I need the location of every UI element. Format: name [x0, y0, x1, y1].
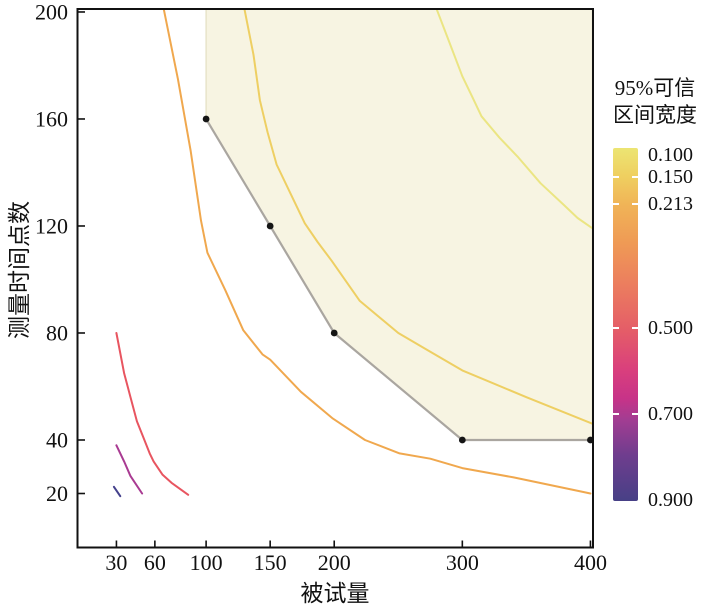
y-tick-label: 80	[46, 320, 68, 345]
contour-line-0.9	[112, 485, 122, 498]
y-axis-title: 测量时间点数	[7, 201, 32, 339]
x-tick-label: 300	[446, 550, 479, 575]
contour-line-0.5	[115, 332, 190, 496]
design-point-marker	[202, 115, 210, 123]
design-point-marker	[458, 436, 466, 444]
design-point-marker	[330, 329, 338, 337]
plot-border	[76, 8, 594, 549]
x-tick-label: 400	[574, 550, 607, 575]
y-tick-label: 20	[46, 481, 68, 506]
x-tick-label: 30	[105, 550, 127, 575]
contour-line-0.7	[115, 444, 144, 495]
x-tick-label: 60	[144, 550, 166, 575]
contour-line-0.213	[162, 9, 592, 495]
y-tick-label: 120	[35, 213, 68, 238]
shaded-region	[205, 9, 593, 441]
y-tick-label: 200	[35, 0, 68, 24]
plot-contents	[112, 9, 593, 498]
x-axis-title: 被试量	[300, 581, 370, 606]
design-point-marker	[266, 222, 274, 230]
x-tick-label: 100	[190, 550, 223, 575]
y-tick-label: 160	[35, 106, 68, 131]
x-tick-label: 200	[318, 550, 351, 575]
y-tick-label: 40	[46, 427, 68, 452]
contour-line-0.15	[243, 9, 593, 425]
contour-line-0.1	[435, 9, 593, 230]
x-tick-label: 150	[254, 550, 287, 575]
